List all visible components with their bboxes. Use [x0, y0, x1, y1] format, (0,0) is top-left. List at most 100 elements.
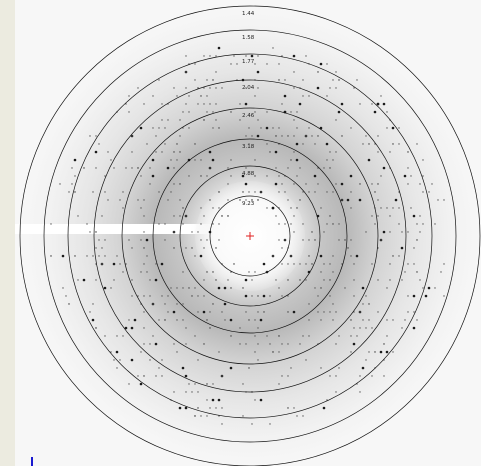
diffraction-spot [371, 183, 373, 185]
diffraction-spot [263, 311, 265, 313]
diffraction-spot [257, 119, 259, 121]
diffraction-spot [308, 303, 310, 305]
diffraction-spot [185, 87, 187, 89]
diffraction-spot [230, 63, 232, 65]
diffraction-spot [377, 279, 379, 281]
diffraction-spot [221, 423, 223, 425]
diffraction-pattern: 1.44 1.58 1.77 2.04 2.46 3.18 4.88 9.23 [15, 0, 481, 466]
ring-label: 3.18 [242, 144, 255, 150]
diffraction-spot [371, 215, 373, 217]
diffraction-spot [335, 71, 337, 73]
diffraction-spot [244, 278, 248, 282]
diffraction-spot [191, 231, 193, 233]
diffraction-spot [386, 287, 388, 289]
diffraction-spot [184, 406, 188, 410]
diffraction-spot [254, 159, 256, 161]
diffraction-spot [290, 111, 292, 113]
diffraction-spot [254, 63, 256, 65]
diffraction-spot [167, 311, 169, 313]
diffraction-spot [389, 263, 391, 265]
diffraction-spot [71, 167, 73, 169]
diffraction-spot [227, 279, 229, 281]
diffraction-spot [287, 263, 289, 265]
ring-label: 9.23 [242, 201, 255, 207]
diffraction-spot [125, 167, 127, 169]
diffraction-spot [245, 167, 247, 169]
diffraction-spot [68, 303, 70, 305]
diffraction-spot [353, 279, 355, 281]
diffraction-spot [209, 103, 211, 105]
diffraction-spot [143, 375, 145, 377]
diffraction-spot [74, 175, 76, 177]
diffraction-spot [412, 294, 416, 298]
diffraction-spot [338, 239, 340, 241]
diffraction-spot [244, 102, 248, 106]
diffraction-spot [326, 95, 328, 97]
resolution-ring [19, 5, 481, 466]
diffraction-spot [359, 327, 361, 329]
diffraction-spot [422, 191, 424, 193]
diffraction-spot [254, 111, 256, 113]
diffraction-spot [170, 159, 172, 161]
diffraction-spot [358, 198, 362, 202]
diffraction-spot [292, 310, 296, 314]
diffraction-spot [89, 231, 91, 233]
diffraction-spot [131, 279, 133, 281]
diffraction-spot [367, 158, 371, 162]
diffraction-spot [371, 375, 373, 377]
diffraction-spot [212, 79, 214, 81]
diffraction-spot [116, 335, 118, 337]
diffraction-spot [200, 207, 202, 209]
diffraction-spot [182, 287, 184, 289]
diffraction-spot [203, 215, 205, 217]
diffraction-spot [281, 263, 283, 265]
diffraction-spot [269, 343, 271, 345]
diffraction-spot [146, 143, 148, 145]
diffraction-spot [74, 191, 76, 193]
diffraction-spot [377, 311, 379, 313]
diffraction-spot [302, 191, 304, 193]
diffraction-spot [86, 255, 88, 257]
diffraction-spot [434, 223, 436, 225]
diffraction-spot [365, 295, 367, 297]
diffraction-spot [314, 143, 316, 145]
diffraction-spot [89, 311, 91, 313]
diffraction-spot [65, 295, 67, 297]
diffraction-spot [241, 174, 245, 178]
diffraction-spot [164, 223, 166, 225]
diffraction-spot [107, 151, 109, 153]
diffraction-spot [218, 207, 220, 209]
diffraction-spot [95, 327, 97, 329]
diffraction-spot [311, 263, 313, 265]
diffraction-spot [332, 79, 334, 81]
diffraction-spot [73, 158, 77, 162]
diffraction-spot [338, 79, 340, 81]
diffraction-spot [140, 239, 142, 241]
diffraction-spot [206, 239, 208, 241]
diffraction-spot [386, 335, 388, 337]
diffraction-spot [262, 262, 266, 266]
diffraction-spot [422, 287, 424, 289]
diffraction-spot [350, 335, 352, 337]
diffraction-spot [212, 303, 214, 305]
diffraction-spot [365, 135, 367, 137]
diffraction-spot [110, 351, 112, 353]
diffraction-spot [184, 374, 188, 378]
diffraction-spot [155, 151, 157, 153]
diffraction-spot [326, 159, 328, 161]
diffraction-spot [149, 167, 151, 169]
diffraction-spot [202, 310, 206, 314]
diffraction-spot [371, 263, 373, 265]
diffraction-spot [257, 343, 259, 345]
diffraction-spot [323, 231, 325, 233]
diffraction-spot [362, 319, 364, 321]
diffraction-spot [161, 151, 163, 153]
diffraction-spot [227, 215, 229, 217]
diffraction-spot [368, 303, 370, 305]
diffraction-spot [340, 182, 344, 186]
diffraction-spot [248, 319, 250, 321]
diffraction-spot [200, 175, 202, 177]
ring-label: 1.77 [242, 59, 255, 65]
corner-marker [31, 457, 33, 466]
diffraction-spot [362, 303, 364, 305]
